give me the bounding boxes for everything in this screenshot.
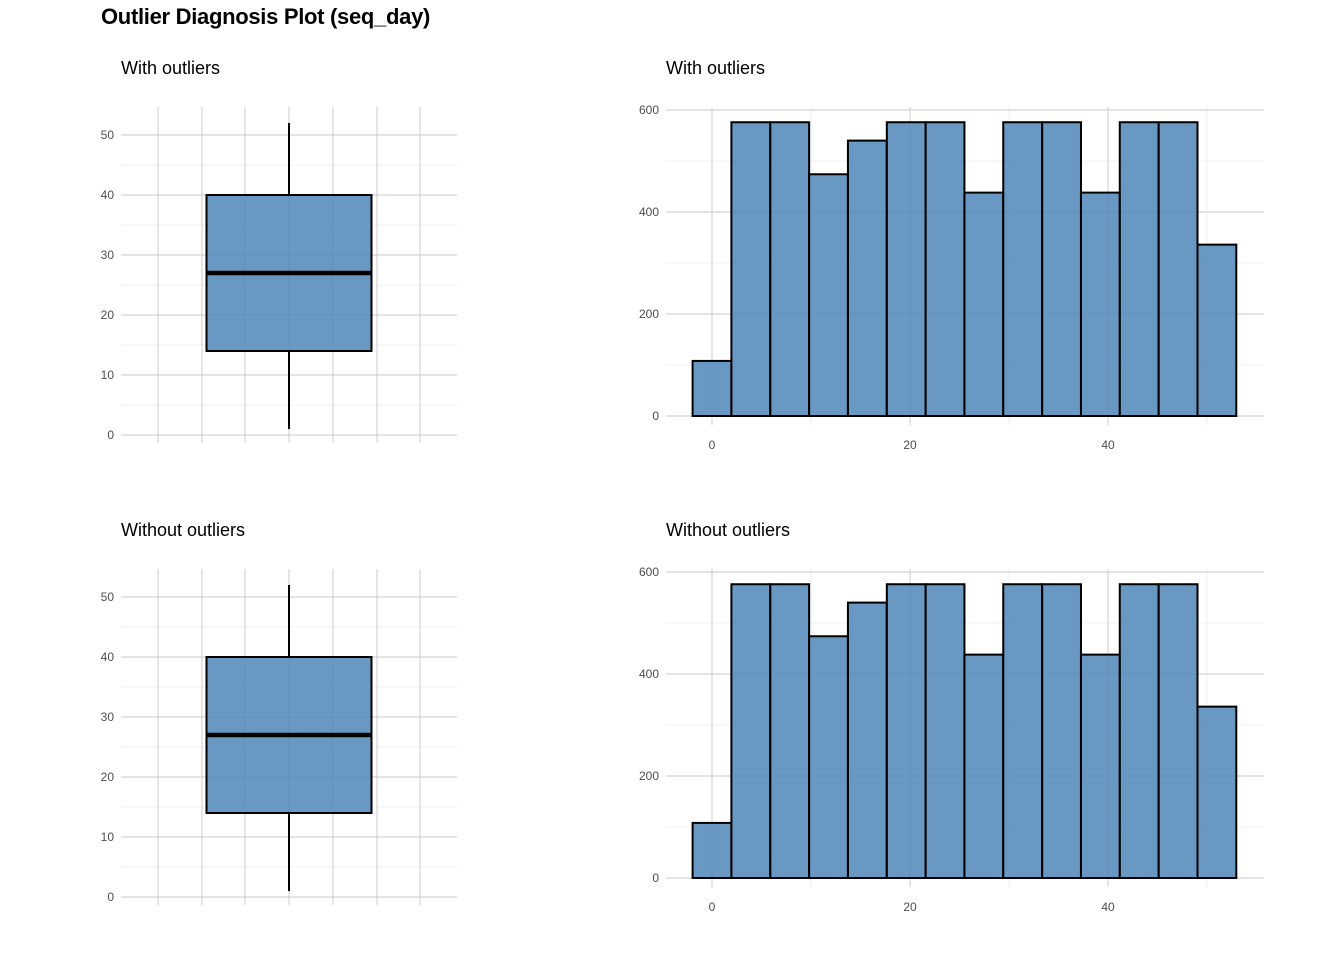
histogram-bar (691, 359, 733, 418)
boxplot-without-outliers-title: Without outliers (121, 520, 246, 540)
y-tick-label: 200 (639, 769, 659, 783)
histogram-bar (808, 173, 849, 417)
y-tick-label: 400 (639, 667, 659, 681)
histogram-bar (1041, 121, 1082, 418)
y-tick-label: 0 (107, 428, 114, 442)
y-tick-label: 30 (101, 710, 115, 724)
y-tick-label: 40 (101, 188, 115, 202)
histogram-bar (1157, 583, 1199, 879)
histogram-bar (963, 191, 1005, 417)
y-tick-label: 20 (101, 770, 115, 784)
y-tick-label: 40 (101, 650, 115, 664)
x-tick-label: 0 (709, 438, 716, 452)
y-tick-label: 50 (101, 590, 115, 604)
page-title: Outlier Diagnosis Plot (seq_day) (101, 4, 431, 29)
x-tick-label: 0 (709, 900, 716, 914)
y-tick-label: 0 (107, 890, 114, 904)
y-tick-label: 400 (639, 205, 659, 219)
y-tick-label: 50 (101, 128, 115, 142)
histogram-without-outliers-title: Without outliers (666, 520, 791, 540)
histogram-bar (1196, 705, 1238, 880)
histogram-bar (1196, 243, 1238, 417)
x-tick-label: 20 (903, 438, 917, 452)
y-tick-label: 0 (652, 871, 659, 885)
hist-without-panel: 0 200 400 600 0 20 40 (639, 565, 1264, 914)
x-tick-label: 40 (1101, 900, 1115, 914)
y-tick-label: 600 (639, 565, 659, 579)
histogram-bar (924, 583, 966, 879)
box-without-panel: 0 10 20 30 40 50 (101, 569, 457, 905)
histogram-bar (1079, 191, 1121, 417)
x-tick-label: 20 (903, 900, 917, 914)
histogram-bar (924, 121, 966, 418)
histogram-bar (1002, 121, 1044, 418)
histogram-bar (846, 601, 888, 879)
histogram-bar (1079, 653, 1121, 879)
histogram-bar (885, 583, 927, 879)
boxplot-with-outliers-title: With outliers (121, 58, 221, 78)
histogram-bar (808, 635, 849, 880)
histogram-bar (769, 121, 811, 418)
histogram-bar (1118, 121, 1160, 418)
y-tick-label: 10 (101, 830, 115, 844)
histogram-bar (769, 583, 811, 879)
y-tick-label: 600 (639, 103, 659, 117)
histogram-bar (691, 821, 733, 879)
y-tick-label: 0 (652, 409, 659, 423)
histogram-with-outliers-title: With outliers (666, 58, 766, 78)
histogram-bar (730, 121, 772, 418)
y-tick-label: 20 (101, 308, 115, 322)
y-tick-label: 30 (101, 248, 115, 262)
histogram-bar (1041, 583, 1082, 879)
y-tick-label: 10 (101, 368, 115, 382)
box-with-panel: 0 10 20 30 40 50 (101, 107, 457, 443)
histogram-bar (963, 653, 1005, 879)
histogram-bar (885, 121, 927, 418)
y-tick-label: 200 (639, 307, 659, 321)
histogram-bar (1002, 583, 1044, 879)
histogram-bar (846, 139, 888, 417)
histogram-bar (730, 583, 772, 879)
histogram-bar (1118, 583, 1160, 879)
histogram-bar (1157, 121, 1199, 418)
x-tick-label: 40 (1101, 438, 1115, 452)
hist-with-panel: 0 200 400 600 0 20 40 (639, 103, 1264, 452)
